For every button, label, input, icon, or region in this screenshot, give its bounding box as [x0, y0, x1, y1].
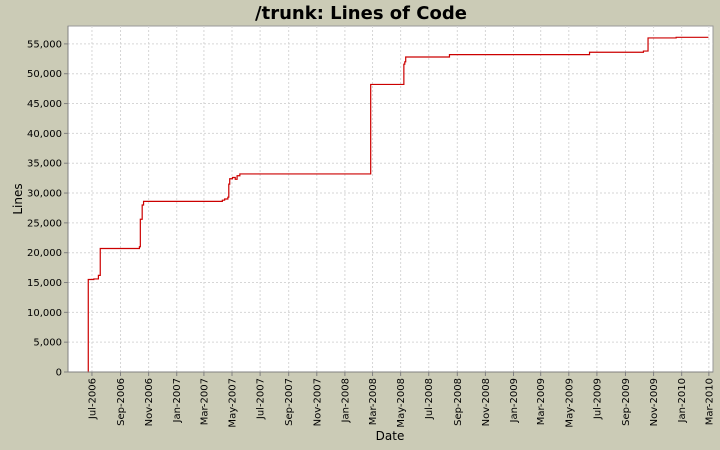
x-tick-label: Jan-2010 [677, 378, 688, 423]
y-tick-label: 50,000 [27, 69, 62, 80]
x-tick-label: Nov-2008 [481, 378, 492, 426]
x-tick-label: Sep-2009 [621, 378, 632, 426]
x-tick-label: Sep-2008 [453, 378, 464, 426]
y-tick-label: 5,000 [33, 338, 62, 349]
x-tick-label: Mar-2010 [704, 378, 715, 425]
y-tick-label: 0 [56, 368, 62, 379]
y-tick-label: 45,000 [27, 99, 62, 110]
series-line-lines-of-code [87, 36, 709, 373]
x-tick-label: May-2008 [396, 378, 407, 428]
y-tick-label: 30,000 [27, 189, 62, 200]
y-tick-label: 35,000 [27, 159, 62, 170]
y-tick-label: 55,000 [27, 39, 62, 50]
y-tick-label: 15,000 [27, 278, 62, 289]
grid [68, 26, 713, 372]
x-tick-label: Nov-2009 [649, 378, 660, 426]
x-tick-label: Sep-2007 [284, 378, 295, 426]
x-tick-label: Nov-2006 [144, 378, 155, 426]
x-tick-label: Jan-2007 [172, 378, 183, 423]
x-tick-label: Jul-2008 [424, 378, 435, 420]
x-tick-label: Sep-2006 [116, 378, 127, 426]
y-tick-label: 25,000 [27, 218, 62, 229]
x-axis-label: Date [376, 429, 405, 443]
x-tick-label: Mar-2009 [536, 378, 547, 425]
y-tick-label: 10,000 [27, 308, 62, 319]
x-tick-label: May-2007 [228, 378, 239, 428]
x-tick-label: Jul-2009 [592, 378, 603, 420]
y-tick-label: 20,000 [27, 248, 62, 259]
x-tick-label: Jan-2008 [340, 378, 351, 423]
y-axis-ticks: 0 5,000 10,000 15,000 20,000 25,000 30,000 35,0… [27, 39, 68, 379]
x-tick-label: Mar-2008 [368, 378, 379, 425]
x-tick-label: May-2009 [564, 378, 575, 428]
chart-title: /trunk: Lines of Code [255, 3, 467, 24]
plot-area [67, 25, 714, 373]
y-axis-label: Lines [11, 183, 25, 214]
x-tick-label: Mar-2007 [199, 378, 210, 425]
x-tick-label: Jul-2006 [87, 378, 98, 420]
x-tick-label: Jan-2009 [509, 378, 520, 423]
x-tick-label: Nov-2007 [312, 378, 323, 426]
x-axis-ticks: Jul-2006 Sep-2006 Nov-2006 Jan-2007 Mar-2007… [87, 372, 715, 428]
x-tick-label: Jul-2007 [256, 378, 267, 420]
y-tick-label: 40,000 [27, 129, 62, 140]
